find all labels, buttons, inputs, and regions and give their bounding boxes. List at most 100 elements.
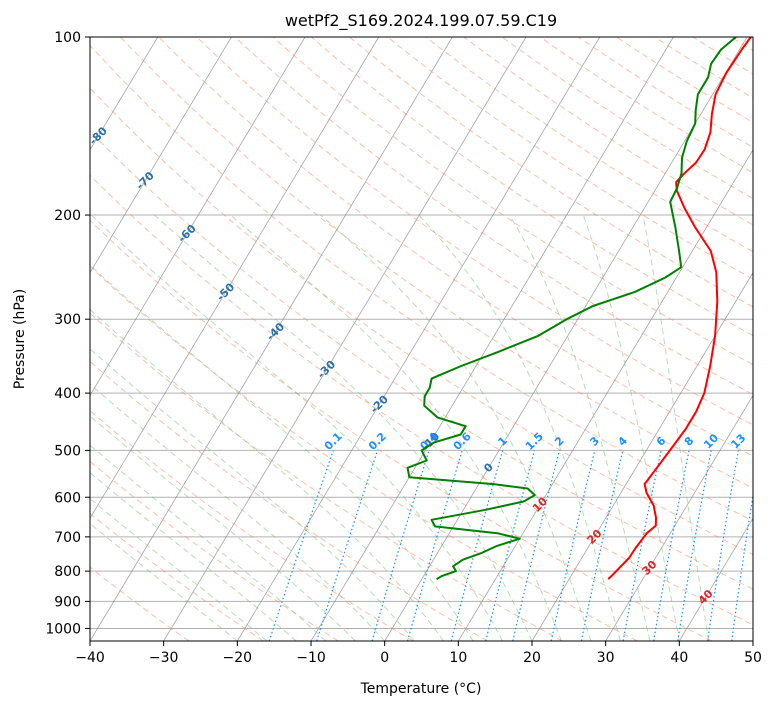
x-tick-label: −30 — [149, 650, 179, 666]
dry-adiabat-line — [158, 37, 753, 457]
mixing-ratio-line — [268, 450, 334, 641]
isotherm-line — [605, 394, 753, 641]
isotherm-label: -90 — [38, 82, 61, 105]
mixing-ratio-line — [371, 450, 430, 641]
isotherm-line — [236, 37, 601, 641]
dry-adiabat-line — [120, 37, 753, 489]
isotherm-label: -30 — [315, 358, 338, 381]
y-tick-label: 800 — [54, 564, 81, 580]
moist-adiabat-lines — [90, 214, 710, 641]
moist-adiabat-line — [90, 444, 327, 641]
mixing-ratio-label: 1.5 — [523, 430, 546, 453]
warm-isotherm-label: 30 — [640, 558, 660, 578]
dry-adiabat-line — [310, 37, 753, 337]
dry-adiabat-line — [349, 37, 753, 308]
moist-adiabat-line — [90, 498, 268, 641]
x-tick-label: −40 — [75, 650, 105, 666]
dry-adiabat-line — [234, 37, 753, 396]
x-tick-label: 30 — [597, 650, 615, 666]
y-tick-label: 1000 — [45, 621, 81, 637]
dry-adiabat-line — [90, 44, 753, 522]
dry-adiabat-line — [90, 87, 753, 556]
mixing-ratio-label: 16 — [751, 431, 771, 451]
mixing-ratio-label: 0.2 — [366, 430, 389, 453]
moist-adiabat-line — [320, 214, 592, 641]
x-axis-ticks: −40 −30 −20 −10 0 10 20 30 40 50 — [75, 641, 762, 666]
dry-adiabat-line — [90, 312, 563, 641]
isotherm-line — [163, 37, 527, 641]
isotherm-line — [531, 271, 753, 641]
isotherm-lines — [0, 37, 753, 641]
isotherm-line — [0, 37, 10, 641]
isotherm-line — [90, 37, 159, 151]
isotherm-line — [90, 37, 232, 274]
mixing-ratio-lines — [268, 450, 775, 641]
dry-adiabat-line — [90, 174, 753, 626]
y-tick-label: 700 — [54, 530, 81, 546]
x-tick-label: 10 — [449, 650, 467, 666]
mixing-ratio-line — [512, 450, 560, 641]
isotherm-line — [90, 37, 453, 641]
mixing-ratio-line — [707, 450, 739, 641]
mixing-ratio-label: 10 — [701, 431, 721, 451]
mixing-ratio-label: 4 — [615, 434, 630, 449]
temperature-profile — [607, 37, 752, 580]
mixing-ratio-line — [316, 450, 379, 641]
dry-adiabat-line — [90, 512, 264, 641]
moist-adiabat-line — [90, 415, 356, 641]
isotherm-label: -60 — [175, 222, 198, 245]
moist-adiabat-line — [90, 383, 386, 641]
isotherm-label: -70 — [134, 169, 157, 192]
y-tick-label: 900 — [54, 594, 81, 610]
dry-adiabat-lines — [90, 37, 753, 641]
isotherm-label: -20 — [368, 393, 391, 416]
x-tick-label: 0 — [380, 650, 389, 666]
isotherm-line — [457, 149, 753, 641]
mixing-ratio-line — [580, 450, 624, 641]
y-axis-title: Pressure (hPa) — [12, 289, 28, 389]
mixing-ratio-line — [758, 450, 775, 641]
mixing-ratio-line — [653, 450, 690, 641]
sounding-profiles — [406, 37, 752, 580]
moist-adiabat-line — [230, 214, 562, 641]
isotherm-label: -40 — [264, 320, 287, 343]
y-tick-label: 500 — [54, 443, 81, 459]
dry-adiabat-line — [90, 360, 488, 641]
mixing-ratio-label: 8 — [682, 434, 697, 449]
dry-adiabat-line — [90, 410, 414, 641]
mixing-ratio-line — [450, 450, 504, 641]
dry-adiabat-line — [90, 265, 638, 641]
dry-adiabat-line — [90, 130, 753, 590]
mixing-ratio-line — [407, 450, 463, 641]
warm-isotherm-label: 20 — [585, 527, 605, 547]
moist-adiabat-line — [90, 264, 474, 641]
x-tick-label: −10 — [296, 650, 326, 666]
y-tick-label: 600 — [54, 490, 81, 506]
y-tick-label: 400 — [54, 386, 81, 402]
dry-adiabat-line — [387, 37, 753, 280]
moist-adiabat-line — [90, 348, 415, 641]
x-tick-label: −20 — [223, 650, 253, 666]
dewpoint-profile — [406, 37, 737, 580]
moist-adiabat-line — [90, 308, 444, 641]
mixing-ratio-line — [731, 491, 753, 641]
moist-adiabat-line — [154, 214, 533, 641]
y-tick-label: 300 — [54, 312, 81, 328]
mixing-ratio-label: 6 — [654, 434, 669, 449]
plot-frame — [89, 36, 754, 642]
dry-adiabat-line — [90, 566, 190, 641]
x-tick-label: 50 — [744, 650, 762, 666]
isotherm-label: 0 — [481, 460, 496, 475]
y-axis-ticks: 100 200 300 400 500 600 700 800 900 1000 — [45, 30, 90, 637]
chart-title: wetPf2_S169.2024.199.07.59.C19 — [285, 11, 557, 31]
y-tick-label: 200 — [54, 208, 81, 224]
reference-line-labels: -100-90-80-70-60-50-40-30-20-10010203040… — [0, 42, 771, 607]
y-tick-label: 100 — [54, 30, 81, 46]
mixing-ratio-label: 13 — [728, 431, 748, 451]
isotherm-label: -100 — [0, 42, 13, 71]
mixing-ratio-line — [677, 450, 712, 641]
mixing-ratio-line — [550, 450, 596, 641]
isotherm-line — [90, 37, 306, 397]
isotherm-line — [752, 640, 753, 641]
